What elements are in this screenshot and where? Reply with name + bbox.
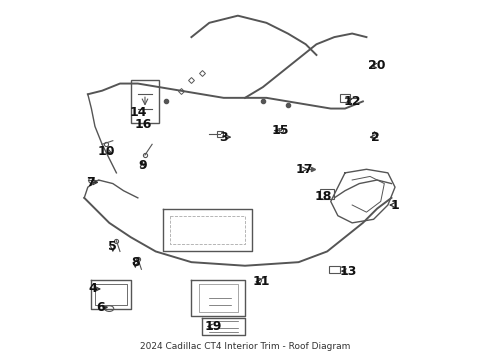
Text: 16: 16: [134, 118, 152, 131]
Text: 14: 14: [129, 105, 147, 119]
Text: 20: 20: [368, 59, 386, 72]
Text: 11: 11: [252, 275, 270, 288]
Text: 8: 8: [131, 256, 140, 269]
Text: 15: 15: [271, 124, 289, 137]
Text: 17: 17: [295, 163, 313, 176]
Text: 9: 9: [138, 159, 147, 172]
Bar: [340, 94, 350, 102]
Bar: [329, 266, 340, 273]
Text: 4: 4: [89, 283, 98, 296]
Text: 18: 18: [315, 190, 332, 203]
Text: 5: 5: [108, 240, 117, 253]
Text: 13: 13: [340, 265, 357, 278]
Text: 19: 19: [204, 320, 221, 333]
Text: 1: 1: [391, 198, 399, 212]
Text: 2024 Cadillac CT4 Interior Trim - Roof Diagram: 2024 Cadillac CT4 Interior Trim - Roof D…: [140, 342, 350, 351]
Text: 7: 7: [86, 176, 95, 189]
Text: 10: 10: [98, 145, 116, 158]
Bar: [320, 189, 334, 199]
Text: 3: 3: [219, 131, 228, 144]
Text: 6: 6: [96, 301, 105, 314]
Text: 12: 12: [343, 95, 361, 108]
Text: 2: 2: [371, 131, 380, 144]
Bar: [131, 80, 159, 123]
